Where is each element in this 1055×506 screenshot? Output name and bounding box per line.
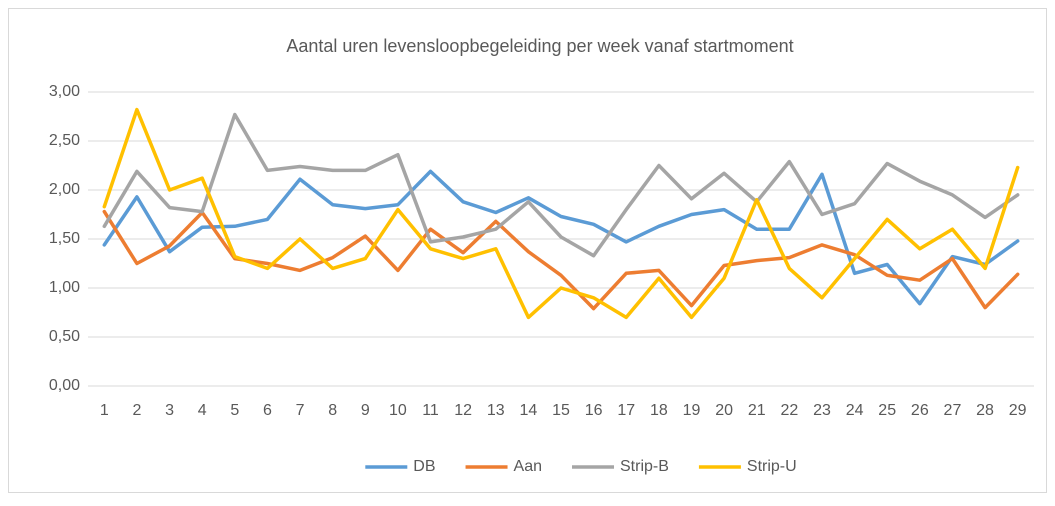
series-line xyxy=(102,169,1020,306)
x-tick-label: 22 xyxy=(780,402,798,419)
x-tick-label: 2 xyxy=(132,402,141,419)
y-tick-label: 0,50 xyxy=(49,328,80,345)
series-line xyxy=(102,209,1020,311)
x-tick-label: 27 xyxy=(944,402,962,419)
legend-label: Aan xyxy=(514,458,542,475)
x-tick-label: 3 xyxy=(165,402,174,419)
x-tick-label: 10 xyxy=(389,402,407,419)
y-tick-label: 2,00 xyxy=(49,181,80,198)
y-tick-label: 2,50 xyxy=(49,132,80,149)
x-tick-label: 14 xyxy=(519,402,537,419)
chart-title: Aantal uren levensloopbegeleiding per we… xyxy=(286,36,793,56)
x-tick-label: 18 xyxy=(650,402,668,419)
legend-label: Strip-B xyxy=(620,458,669,475)
x-tick-label: 12 xyxy=(454,402,472,419)
x-tick-label: 6 xyxy=(263,402,272,419)
x-tick-label: 21 xyxy=(748,402,766,419)
legend-label: Strip-U xyxy=(747,458,797,475)
x-tick-label: 4 xyxy=(198,402,207,419)
x-tick-label: 25 xyxy=(878,402,896,419)
x-tick-label: 5 xyxy=(230,402,239,419)
x-tick-label: 19 xyxy=(683,402,701,419)
x-tick-label: 29 xyxy=(1009,402,1027,419)
x-tick-label: 8 xyxy=(328,402,337,419)
series-line xyxy=(102,112,1020,258)
x-tick-label: 20 xyxy=(715,402,733,419)
x-tick-label: 23 xyxy=(813,402,831,419)
x-tick-label: 1 xyxy=(100,402,109,419)
x-tick-label: 24 xyxy=(846,402,864,419)
y-tick-label: 3,00 xyxy=(49,83,80,100)
series-line xyxy=(102,107,1020,320)
x-tick-label: 7 xyxy=(296,402,305,419)
y-tick-label: 1,50 xyxy=(49,230,80,247)
legend-label: DB xyxy=(413,458,435,475)
x-tick-label: 11 xyxy=(422,402,439,419)
x-tick-label: 16 xyxy=(585,402,603,419)
x-tick-label: 9 xyxy=(361,402,370,419)
x-tick-label: 28 xyxy=(976,402,994,419)
x-tick-label: 13 xyxy=(487,402,505,419)
x-tick-label: 15 xyxy=(552,402,570,419)
y-tick-label: 1,00 xyxy=(49,279,80,296)
x-tick-label: 26 xyxy=(911,402,929,419)
y-tick-label: 0,00 xyxy=(49,377,80,394)
x-tick-label: 17 xyxy=(617,402,635,419)
